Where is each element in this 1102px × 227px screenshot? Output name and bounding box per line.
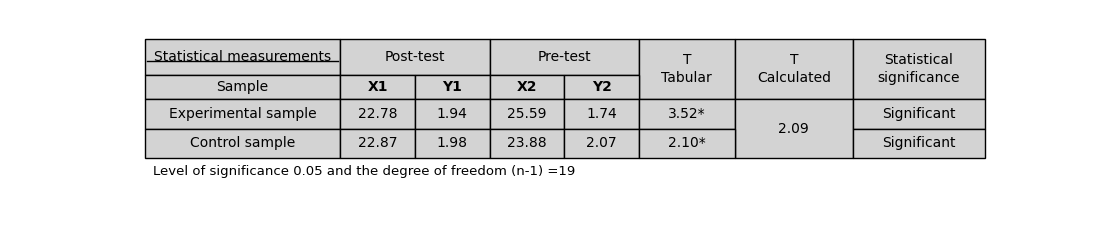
Text: 2.09: 2.09	[778, 122, 809, 136]
Text: Level of significance 0.05 and the degree of freedom (n-1) =19: Level of significance 0.05 and the degre…	[153, 165, 575, 178]
Text: Control sample: Control sample	[190, 136, 295, 151]
Bar	[489, 75, 564, 99]
Bar	[489, 99, 564, 129]
Text: 3.52*: 3.52*	[668, 107, 705, 121]
Bar	[341, 129, 415, 158]
Text: T
Tabular: T Tabular	[661, 53, 712, 85]
Text: Pre-test: Pre-test	[538, 50, 591, 64]
Bar	[564, 129, 639, 158]
Bar	[415, 75, 489, 99]
Text: Statistical measurements: Statistical measurements	[154, 50, 331, 64]
Text: 2.07: 2.07	[586, 136, 617, 151]
Bar	[144, 75, 341, 99]
Text: Sample: Sample	[216, 80, 269, 94]
Bar	[144, 129, 341, 158]
Bar	[639, 39, 735, 99]
Bar	[735, 99, 853, 158]
Text: Significant: Significant	[883, 107, 955, 121]
Bar	[144, 39, 341, 75]
Bar	[564, 99, 639, 129]
Bar	[415, 99, 489, 129]
Text: Experimental sample: Experimental sample	[169, 107, 316, 121]
Text: 22.78: 22.78	[358, 107, 398, 121]
Bar	[639, 99, 735, 129]
Bar	[415, 129, 489, 158]
Bar	[341, 99, 415, 129]
Text: X1: X1	[367, 80, 388, 94]
Bar	[341, 39, 489, 75]
Text: 2.10*: 2.10*	[668, 136, 705, 151]
Bar	[639, 129, 735, 158]
Text: T
Calculated: T Calculated	[757, 53, 831, 85]
Text: 25.59: 25.59	[507, 107, 547, 121]
Bar	[853, 39, 985, 99]
Text: Statistical
significance: Statistical significance	[877, 53, 960, 85]
Bar	[489, 39, 639, 75]
Text: Significant: Significant	[883, 136, 955, 151]
Bar	[144, 99, 341, 129]
Text: 1.98: 1.98	[436, 136, 468, 151]
Text: Y2: Y2	[592, 80, 612, 94]
Bar	[489, 129, 564, 158]
Bar	[853, 129, 985, 158]
Text: 23.88: 23.88	[507, 136, 547, 151]
Bar	[341, 75, 415, 99]
Text: 22.87: 22.87	[358, 136, 398, 151]
Bar	[564, 75, 639, 99]
Text: 1.94: 1.94	[436, 107, 467, 121]
Text: Post-test: Post-test	[385, 50, 445, 64]
Text: 1.74: 1.74	[586, 107, 617, 121]
Text: X2: X2	[517, 80, 538, 94]
Bar	[735, 39, 853, 99]
Bar	[853, 99, 985, 129]
Text: Y1: Y1	[442, 80, 462, 94]
